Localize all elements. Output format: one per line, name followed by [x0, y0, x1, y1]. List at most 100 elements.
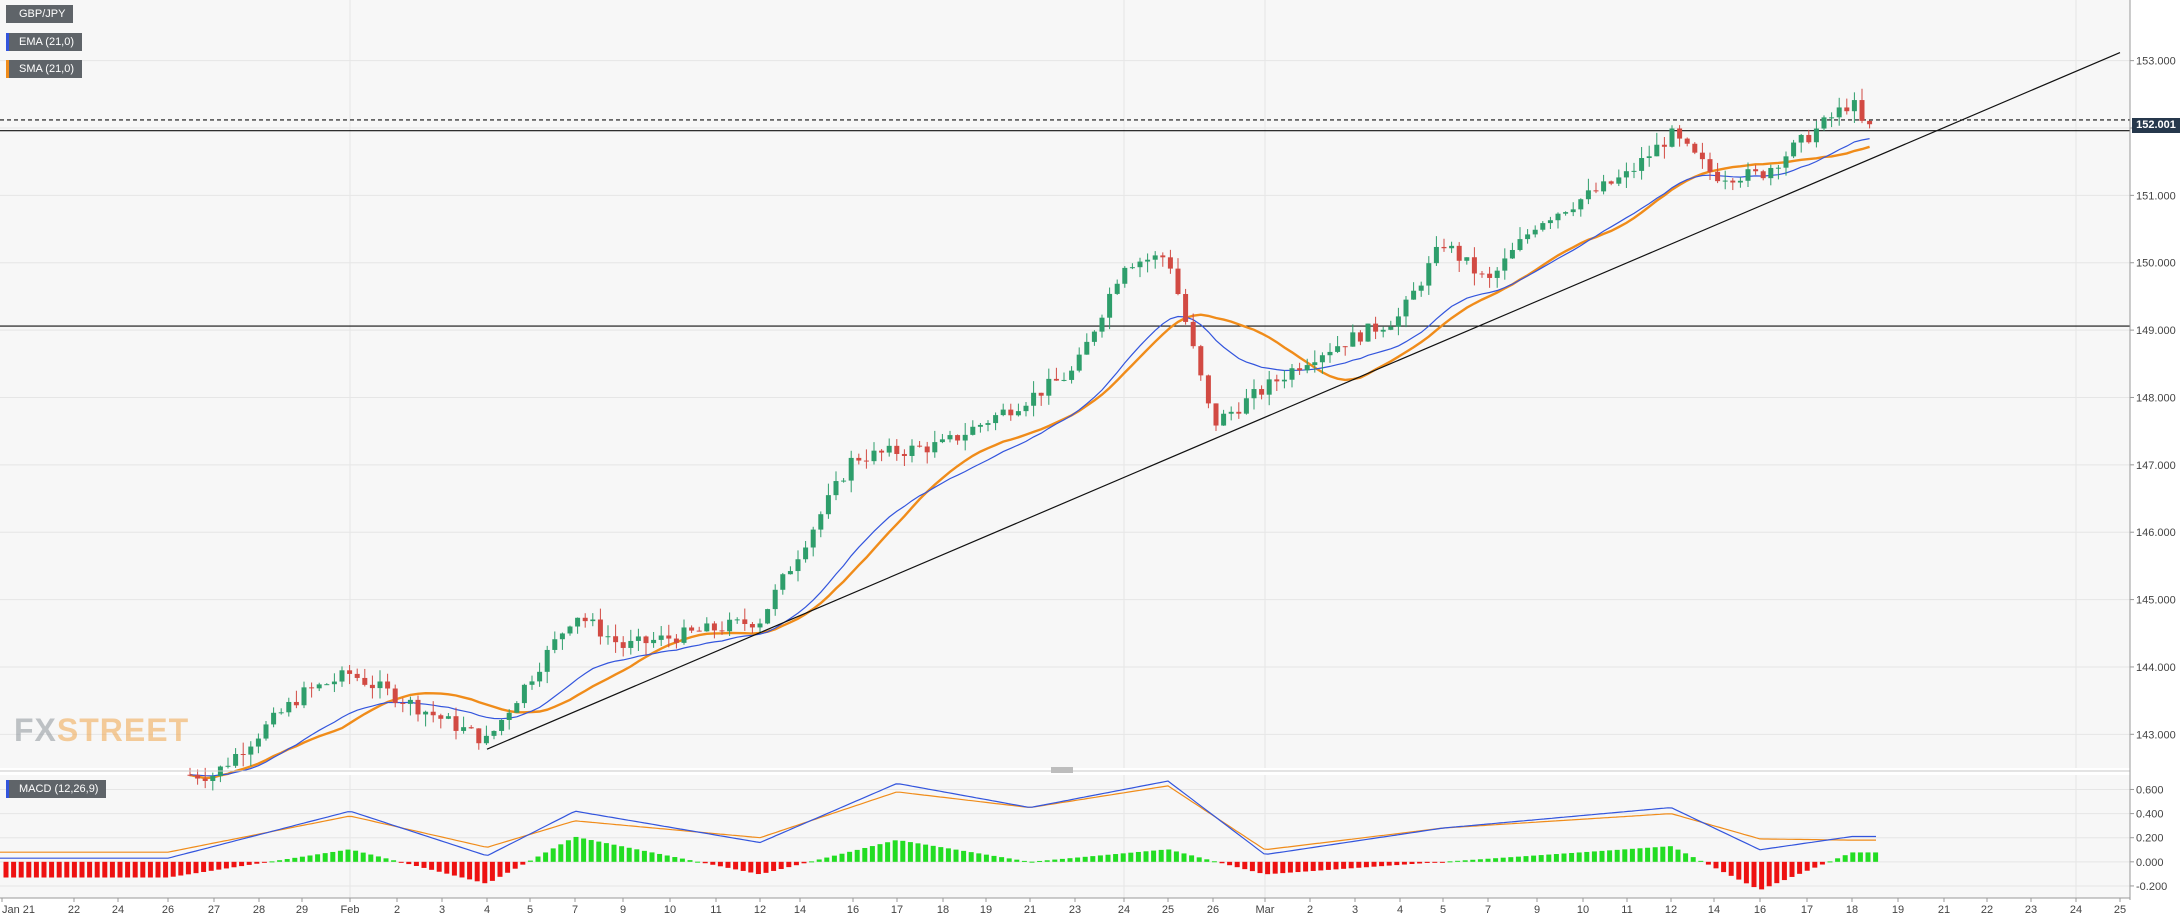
macd-histogram-bar: [277, 860, 283, 862]
macd-histogram-bar: [482, 861, 488, 884]
candle-body: [856, 457, 862, 461]
macd-histogram-bar: [1751, 861, 1757, 888]
right-axis-bg: [2130, 0, 2183, 900]
candle-body: [1221, 413, 1227, 426]
time-axis-label: Feb: [341, 904, 360, 916]
candle-body: [271, 712, 277, 725]
candle-body: [1471, 257, 1477, 274]
candle-body: [1783, 156, 1789, 168]
macd-histogram-bar: [79, 861, 85, 878]
macd-histogram-bar: [132, 861, 138, 878]
macd-histogram-bar: [1797, 861, 1803, 874]
macd-histogram-bar: [1014, 859, 1020, 862]
macd-histogram-bar: [1295, 861, 1301, 873]
macd-histogram-bar: [733, 861, 739, 870]
candle-body: [1266, 379, 1272, 395]
candle-body: [803, 547, 809, 560]
macd-histogram-bar: [1728, 861, 1734, 876]
candle-body: [993, 415, 999, 424]
macd-histogram-bar: [1386, 861, 1392, 866]
macd-histogram-bar: [710, 861, 716, 865]
sma-legend[interactable]: SMA (21,0): [6, 60, 83, 78]
candle-body: [772, 589, 778, 610]
macd-histogram-bar: [1257, 861, 1263, 874]
candle-body: [1411, 290, 1417, 300]
candle-body: [263, 724, 269, 739]
macd-histogram-bar: [1432, 861, 1438, 863]
macd-histogram-bar: [1082, 856, 1088, 862]
time-axis-label: 24: [1118, 904, 1130, 916]
macd-histogram-bar: [641, 850, 647, 862]
candle-body: [324, 684, 330, 686]
candle-body: [1023, 405, 1029, 412]
candle-body: [1517, 239, 1523, 250]
macd-histogram-bar: [847, 851, 853, 862]
macd-histogram-bar: [391, 860, 397, 862]
candle-body: [1608, 181, 1614, 184]
candle-body: [1585, 190, 1591, 200]
time-axis-label: 22: [68, 904, 80, 916]
macd-histogram-bar: [1599, 850, 1605, 862]
candle-body: [1813, 128, 1819, 143]
macd-histogram-bar: [1037, 860, 1043, 862]
macd-histogram-bar: [1151, 850, 1157, 862]
macd-histogram-bar: [1439, 861, 1445, 863]
candle-body: [1373, 323, 1379, 332]
panel-resize-handle[interactable]: [1051, 767, 1073, 773]
macd-histogram-bar: [626, 847, 632, 862]
candle-body: [1091, 331, 1097, 342]
macd-histogram-bar: [1242, 861, 1248, 870]
macd-histogram-bar: [1120, 853, 1126, 862]
macd-histogram-bar: [155, 861, 161, 878]
macd-histogram-bar: [353, 850, 359, 862]
trendline-layer: [486, 51, 2121, 750]
candle-body: [1502, 258, 1508, 271]
time-axis-label: 26: [162, 904, 174, 916]
macd-histogram-bar: [299, 856, 305, 862]
time-axis-label: 9: [620, 904, 626, 916]
macd-histogram-bar: [201, 861, 207, 872]
macd-legend[interactable]: MACD (12,26,9): [6, 780, 107, 798]
macd-histogram-bar: [315, 854, 321, 862]
time-axis-label: 4: [484, 904, 490, 916]
ema-legend[interactable]: EMA (21,0): [6, 33, 83, 51]
price-axis-label: 149.000: [2136, 325, 2176, 337]
time-axis-label: 14: [1708, 904, 1720, 916]
candle-body: [1836, 107, 1842, 118]
candle-body: [537, 671, 543, 682]
candle-body: [1281, 379, 1287, 382]
candle-body: [483, 735, 489, 744]
ascending-trendline[interactable]: [486, 51, 2121, 750]
candle-body: [1684, 138, 1690, 144]
candle-body: [1722, 180, 1728, 182]
time-axis-label: 16: [1754, 904, 1766, 916]
macd-histogram-bar: [1819, 861, 1825, 865]
candle-body: [780, 574, 786, 590]
macd-histogram-bar: [1675, 849, 1681, 862]
time-axis-label: 25: [1162, 904, 1174, 916]
candle-body: [673, 638, 679, 643]
candle-body: [1031, 392, 1037, 406]
candle-body: [1243, 398, 1249, 414]
candle-body: [476, 728, 482, 744]
candle-body: [1129, 267, 1135, 269]
candle-body: [1190, 321, 1196, 347]
candle-body: [909, 445, 915, 456]
candle-body: [506, 712, 512, 720]
candle-body: [1509, 249, 1515, 259]
candle-body: [1433, 246, 1439, 264]
candle-body: [1076, 354, 1082, 371]
macd-histogram-bar: [862, 847, 868, 862]
macd-histogram-bar: [695, 861, 701, 863]
macd-histogram-bar: [1059, 858, 1065, 862]
macd-histogram-bar: [109, 861, 115, 878]
symbol-legend[interactable]: GBP/JPY: [6, 5, 74, 23]
candle-body: [1775, 167, 1781, 169]
macd-histogram-bar: [1766, 861, 1772, 887]
candle-body: [1547, 220, 1553, 224]
macd-histogram-bar: [1280, 861, 1286, 874]
price-axis-label: 143.000: [2136, 729, 2176, 741]
candle-body: [1707, 159, 1713, 172]
macd-histogram-bar: [1804, 861, 1810, 871]
macd-histogram-bar: [1227, 861, 1233, 866]
